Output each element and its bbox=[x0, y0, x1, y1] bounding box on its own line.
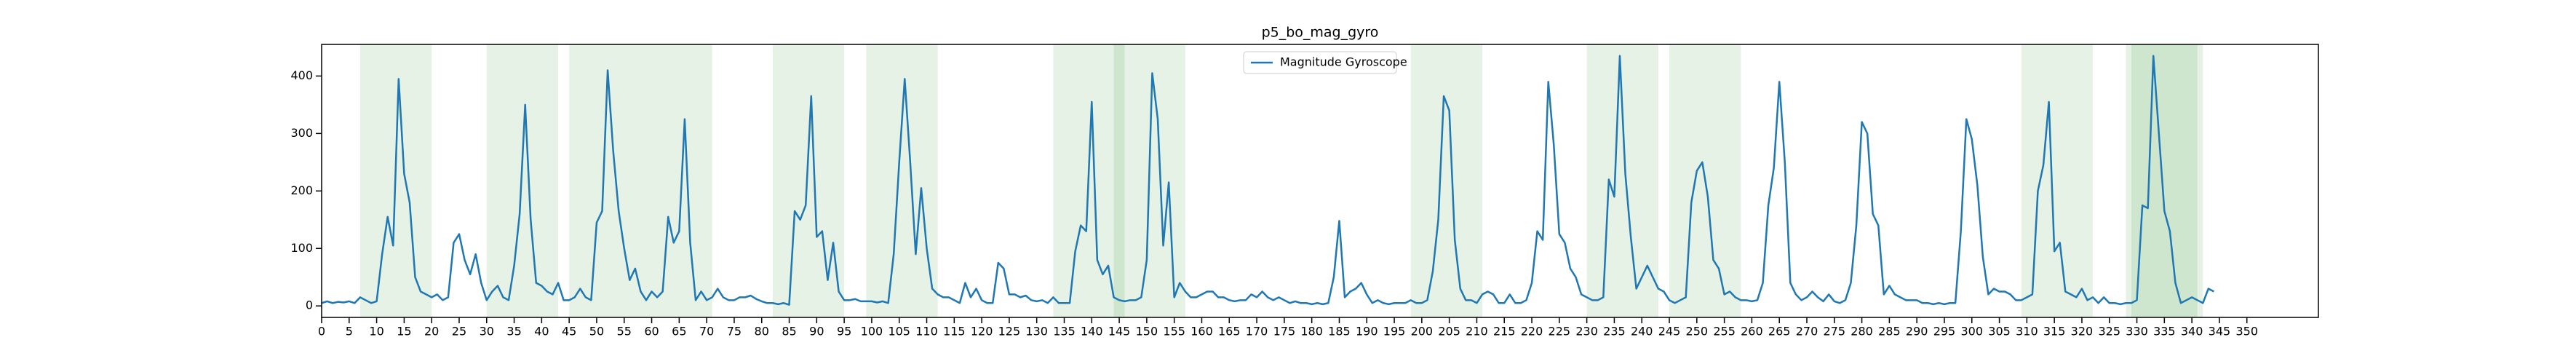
y-tick-label: 400 bbox=[290, 68, 313, 82]
x-tick-label: 330 bbox=[2126, 325, 2148, 339]
x-tick-label: 200 bbox=[1411, 325, 1434, 339]
x-tick-label: 0 bbox=[318, 325, 325, 339]
x-tick-label: 340 bbox=[2181, 325, 2203, 339]
x-tick-label: 5 bbox=[346, 325, 353, 339]
x-tick-label: 290 bbox=[1906, 325, 1928, 339]
x-tick-label: 75 bbox=[727, 325, 742, 339]
x-tick-label: 280 bbox=[1850, 325, 1873, 339]
shaded-span bbox=[2021, 44, 2094, 317]
x-tick-label: 220 bbox=[1521, 325, 1543, 339]
shaded-span bbox=[2131, 44, 2203, 317]
x-tick-label: 320 bbox=[2071, 325, 2094, 339]
x-tick-label: 110 bbox=[915, 325, 938, 339]
x-tick-label: 275 bbox=[1824, 325, 1846, 339]
x-tick-label: 205 bbox=[1438, 325, 1460, 339]
data-line bbox=[321, 55, 2214, 306]
x-tick-label: 80 bbox=[755, 325, 769, 339]
x-tick-label: 20 bbox=[424, 325, 439, 339]
x-tick-label: 230 bbox=[1575, 325, 1598, 339]
x-tick-label: 180 bbox=[1300, 325, 1323, 339]
x-tick-label: 305 bbox=[1988, 325, 2011, 339]
x-tick-label: 145 bbox=[1108, 325, 1131, 339]
x-tick-label: 310 bbox=[2016, 325, 2038, 339]
legend-box bbox=[1243, 51, 1397, 74]
x-tick-label: 190 bbox=[1356, 325, 1378, 339]
x-tick-label: 235 bbox=[1603, 325, 1626, 339]
x-tick-label: 10 bbox=[369, 325, 383, 339]
x-tick-label: 240 bbox=[1631, 325, 1653, 339]
x-tick-label: 105 bbox=[888, 325, 910, 339]
chart-title: p5_bo_mag_gyro bbox=[1262, 25, 1379, 41]
x-tick-label: 115 bbox=[943, 325, 966, 339]
x-tick-label: 120 bbox=[971, 325, 993, 339]
x-tick-label: 160 bbox=[1190, 325, 1213, 339]
x-tick-label: 295 bbox=[1933, 325, 1956, 339]
legend-label: Magnitude Gyroscope bbox=[1280, 55, 1407, 69]
x-tick-label: 100 bbox=[861, 325, 883, 339]
shaded-span bbox=[1410, 44, 1482, 317]
y-tick-label: 300 bbox=[290, 126, 313, 140]
x-tick-label: 285 bbox=[1878, 325, 1901, 339]
x-tick-label: 50 bbox=[589, 325, 604, 339]
x-tick-label: 140 bbox=[1081, 325, 1103, 339]
x-tick-label: 25 bbox=[452, 325, 466, 339]
x-tick-label: 345 bbox=[2209, 325, 2231, 339]
shaded-span bbox=[866, 44, 938, 317]
plot-frame bbox=[321, 44, 2319, 318]
shaded-span bbox=[772, 44, 845, 317]
x-tick-label: 225 bbox=[1549, 325, 1571, 339]
shaded-span bbox=[1586, 44, 1658, 317]
x-tick-label: 165 bbox=[1218, 325, 1241, 339]
legend: Magnitude Gyroscope bbox=[1243, 51, 1407, 74]
x-tick-label: 90 bbox=[809, 325, 824, 339]
shaded-span bbox=[486, 44, 559, 317]
y-tick-label: 200 bbox=[290, 183, 313, 197]
x-tick-label: 65 bbox=[672, 325, 686, 339]
x-tick-label: 210 bbox=[1466, 325, 1488, 339]
x-tick-label: 250 bbox=[1686, 325, 1709, 339]
x-tick-label: 265 bbox=[1768, 325, 1791, 339]
x-tick-label: 215 bbox=[1493, 325, 1516, 339]
x-tick-label: 255 bbox=[1713, 325, 1736, 339]
x-tick-label: 185 bbox=[1328, 325, 1351, 339]
x-tick-label: 155 bbox=[1163, 325, 1185, 339]
x-tick-label: 85 bbox=[782, 325, 796, 339]
x-tick-label: 300 bbox=[1960, 325, 1983, 339]
x-tick-label: 45 bbox=[562, 325, 576, 339]
x-tick-label: 325 bbox=[2098, 325, 2120, 339]
x-tick-label: 175 bbox=[1273, 325, 1296, 339]
x-tick-label: 195 bbox=[1383, 325, 1406, 339]
x-tick-label: 270 bbox=[1796, 325, 1818, 339]
y-tick-label: 100 bbox=[290, 241, 313, 255]
x-tick-label: 335 bbox=[2153, 325, 2176, 339]
x-tick-label: 135 bbox=[1053, 325, 1076, 339]
x-tick-label: 315 bbox=[2043, 325, 2066, 339]
x-tick-label: 260 bbox=[1741, 325, 1763, 339]
x-tick-label: 55 bbox=[617, 325, 632, 339]
shaded-span bbox=[640, 44, 712, 317]
x-tick-label: 125 bbox=[998, 325, 1021, 339]
x-tick-label: 70 bbox=[699, 325, 714, 339]
x-tick-label: 40 bbox=[534, 325, 549, 339]
x-tick-label: 15 bbox=[397, 325, 411, 339]
y-tick-label: 0 bbox=[306, 298, 313, 312]
x-tick-label: 95 bbox=[837, 325, 851, 339]
x-tick-label: 60 bbox=[644, 325, 659, 339]
x-tick-label: 170 bbox=[1246, 325, 1268, 339]
x-tick-label: 350 bbox=[2235, 325, 2258, 339]
x-tick-label: 130 bbox=[1025, 325, 1048, 339]
x-tick-label: 35 bbox=[506, 325, 521, 339]
x-tick-label: 150 bbox=[1136, 325, 1158, 339]
x-tick-label: 30 bbox=[480, 325, 494, 339]
x-tick-label: 245 bbox=[1658, 325, 1681, 339]
